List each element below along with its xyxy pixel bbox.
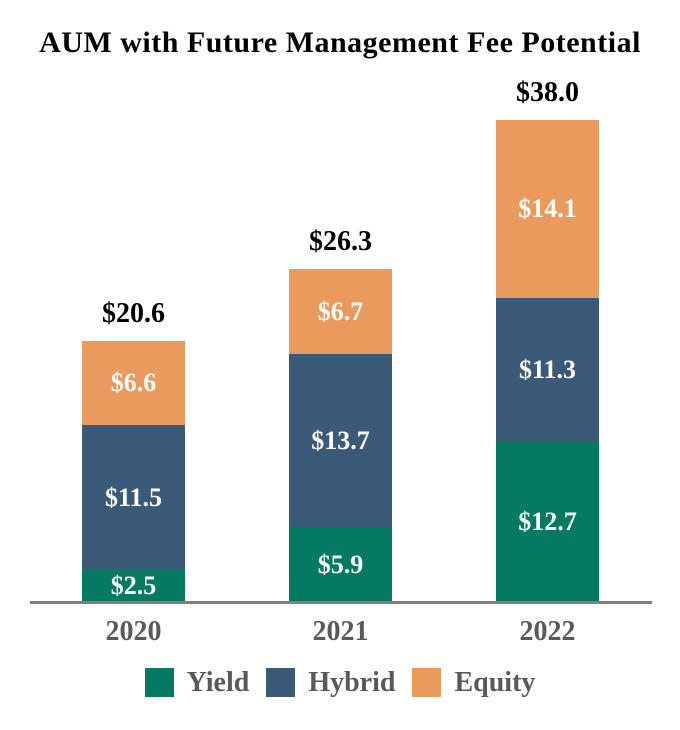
legend-swatch-equity: [412, 668, 442, 697]
segment-value-label: $5.9: [317, 549, 364, 579]
plot-area: $2.5 $11.5 $6.6 $20.6 $5.9 $13.7 $6.7 $26.3 $12.…: [82, 77, 599, 602]
legend-swatch-hybrid: [266, 668, 296, 697]
bar-segment-yield-2022: $12.7: [496, 441, 599, 602]
x-axis-line: [30, 601, 652, 604]
legend-item-yield: Yield: [144, 666, 250, 698]
bar-2021: $5.9 $13.7 $6.7: [289, 269, 392, 602]
segment-value-label: $6.7: [317, 296, 364, 326]
segment-value-label: $12.7: [518, 506, 577, 536]
bar-segment-equity-2021: $6.7: [289, 269, 392, 355]
legend: Yield Hybrid Equity: [0, 668, 680, 697]
legend-label: Hybrid: [308, 666, 396, 698]
bar-segment-equity-2020: $6.6: [82, 341, 185, 425]
legend-label: Yield: [186, 666, 250, 698]
x-axis-label-2022: 2022: [519, 616, 576, 647]
segment-value-label: $14.1: [518, 194, 577, 224]
bar-segment-yield-2020: $2.5: [82, 570, 185, 602]
bar-segment-hybrid-2022: $11.3: [496, 298, 599, 442]
chart-title: AUM with Future Management Fee Potential: [39, 26, 641, 59]
segment-value-label: $11.3: [518, 354, 577, 384]
bar-2020: $2.5 $11.5 $6.6: [82, 341, 185, 602]
bar-segment-equity-2022: $14.1: [496, 120, 599, 299]
bar-2022: $12.7 $11.3 $14.1: [496, 120, 599, 602]
segment-value-label: $11.5: [104, 482, 163, 512]
segment-value-label: $6.6: [110, 368, 157, 398]
legend-swatch-yield: [144, 668, 174, 697]
segment-value-label: $13.7: [311, 425, 370, 455]
segment-value-label: $2.5: [110, 571, 157, 601]
x-axis-label-2021: 2021: [312, 616, 369, 647]
total-label-2022: $38.0: [516, 77, 579, 109]
bar-segment-hybrid-2021: $13.7: [289, 354, 392, 528]
x-axis-label-2020: 2020: [105, 616, 162, 647]
legend-label: Equity: [454, 666, 536, 698]
legend-item-hybrid: Hybrid: [266, 668, 395, 697]
total-label-2020: $20.6: [102, 298, 165, 330]
total-label-2021: $26.3: [309, 226, 372, 258]
legend-item-equity: Equity: [412, 668, 535, 697]
bar-segment-hybrid-2020: $11.5: [82, 424, 185, 571]
bar-segment-yield-2021: $5.9: [289, 527, 392, 602]
